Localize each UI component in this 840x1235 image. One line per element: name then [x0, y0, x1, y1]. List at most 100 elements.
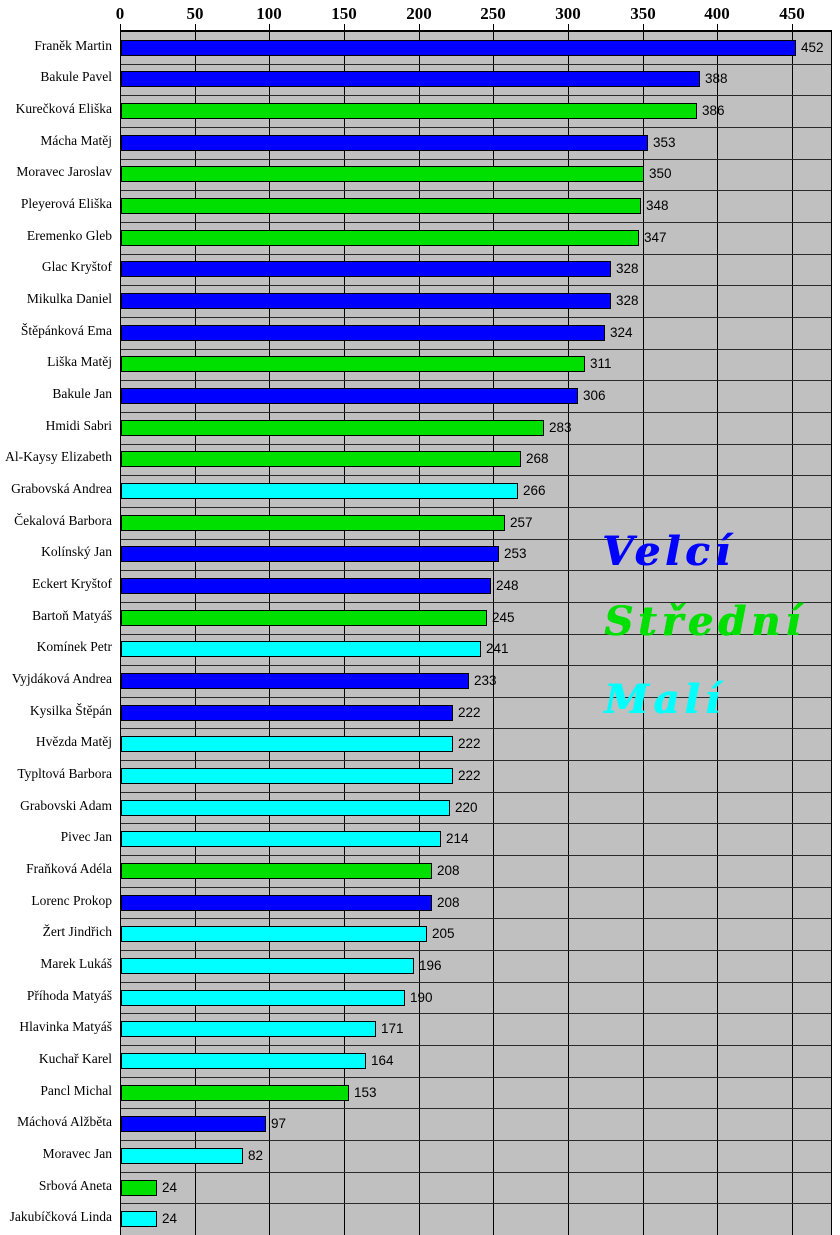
bar-name-label: Příhoda Matyáš: [26, 988, 112, 1003]
bar-value-label: 311: [590, 356, 612, 371]
bar-value-label: 190: [410, 990, 433, 1005]
row-separator-line: [121, 1013, 831, 1014]
bar-value-label: 214: [446, 831, 469, 846]
bar: [121, 483, 518, 499]
bar: [121, 198, 641, 214]
row-separator-line: [121, 1045, 831, 1046]
bar: [121, 736, 453, 752]
bar: [121, 356, 585, 372]
row-separator-line: [121, 570, 831, 571]
x-tick-label: 150: [331, 4, 357, 23]
row-separator-line: [121, 918, 831, 919]
row-separator-line: [121, 475, 831, 476]
x-tick-mark: [419, 24, 420, 30]
bar-value-label: 268: [526, 451, 549, 466]
bar-name-label: Štěpánková Ema: [20, 323, 112, 338]
bar-name-label: Moravec Jan: [42, 1146, 112, 1161]
row-separator-line: [121, 317, 831, 318]
row-separator-line: [121, 697, 831, 698]
row-separator-line: [121, 887, 831, 888]
x-tick-label: 200: [406, 4, 432, 23]
bar-name-label: Kuchař Karel: [38, 1051, 112, 1066]
row-separator-line: [121, 254, 831, 255]
bar-value-label: 153: [354, 1085, 377, 1100]
bar: [121, 515, 505, 531]
bar-value-label: 253: [504, 546, 527, 561]
bar-value-label: 347: [644, 230, 667, 245]
bar-value-label: 24: [162, 1180, 178, 1195]
bar-value-label: 452: [801, 40, 824, 55]
bar-name-label: Al-Kaysy Elizabeth: [5, 449, 112, 464]
category-labels: Franěk Martin Bakule Pavel Kurečková Elišk…: [0, 30, 115, 1235]
bar: [121, 705, 453, 721]
bar-value-label: 388: [705, 71, 728, 86]
bar-name-label: Mikulka Daniel: [26, 291, 112, 306]
bar-value-label: 241: [486, 641, 509, 656]
row-separator-line: [121, 602, 831, 603]
bar-name-label: Marek Lukáš: [40, 956, 112, 971]
bar-value-label: 328: [616, 261, 639, 276]
x-tick-mark: [717, 24, 718, 30]
bar-name-label: Čekalová Barbora: [14, 513, 112, 528]
x-tick-label: 450: [779, 4, 805, 23]
bar-name-label: Kolínský Jan: [41, 544, 112, 559]
row-separator-line: [121, 127, 831, 128]
bar-name-label: Bakule Jan: [52, 386, 112, 401]
bar-value-label: 386: [702, 103, 725, 118]
bar: [121, 1211, 157, 1227]
bar-name-label: Hlavinka Matyáš: [19, 1019, 112, 1034]
bar: [121, 863, 432, 879]
bar: [121, 800, 450, 816]
bar-value-label: 248: [496, 578, 519, 593]
row-separator-line: [121, 950, 831, 951]
bar-name-label: Jakubíčková Linda: [9, 1209, 112, 1224]
bar: [121, 926, 427, 942]
row-separator-line: [121, 539, 831, 540]
x-tick-label: 100: [256, 4, 282, 23]
bar: [121, 388, 578, 404]
row-separator-line: [121, 95, 831, 96]
bar-value-label: 257: [510, 515, 533, 530]
legend-item-mali: Malí: [604, 676, 725, 723]
x-tick-label: 350: [630, 4, 656, 23]
x-tick-mark: [195, 24, 196, 30]
bar-name-label: Typltová Barbora: [17, 766, 112, 781]
bar-name-label: Lorenc Prokop: [31, 893, 112, 908]
bar-value-label: 348: [646, 198, 669, 213]
bar-value-label: 233: [474, 673, 497, 688]
x-tick-label: 300: [555, 4, 581, 23]
bar-value-label: 222: [458, 705, 481, 720]
vertical-gridline: [717, 32, 718, 1235]
row-separator-line: [121, 349, 831, 350]
bar: [121, 1021, 376, 1037]
bar-value-label: 245: [492, 610, 515, 625]
x-tick-mark: [344, 24, 345, 30]
bar: [121, 135, 648, 151]
x-tick-mark: [269, 24, 270, 30]
legend-item-stredni: Střední: [604, 598, 806, 645]
row-separator-line: [121, 760, 831, 761]
bar-name-label: Eckert Kryštof: [32, 576, 112, 591]
bar: [121, 673, 469, 689]
bar: [121, 641, 481, 657]
bar-name-label: Moravec Jaroslav: [16, 164, 112, 179]
bar-name-label: Kysilka Štěpán: [29, 703, 112, 718]
bar-value-label: 24: [162, 1211, 178, 1226]
bar-name-label: Máchová Alžběta: [17, 1114, 112, 1129]
row-separator-line: [121, 412, 831, 413]
bar: [121, 420, 544, 436]
x-tick-mark: [493, 24, 494, 30]
bar-name-label: Eremenko Gleb: [26, 228, 112, 243]
row-separator-line: [121, 1140, 831, 1141]
row-separator-line: [121, 222, 831, 223]
x-tick-mark: [120, 24, 121, 30]
bar: [121, 895, 432, 911]
bar-name-label: Bakule Pavel: [40, 69, 112, 84]
bar: [121, 166, 644, 182]
row-separator-line: [121, 665, 831, 666]
row-separator-line: [121, 507, 831, 508]
bar-value-label: 283: [549, 420, 572, 435]
bar: [121, 71, 700, 87]
bar: [121, 1116, 266, 1132]
